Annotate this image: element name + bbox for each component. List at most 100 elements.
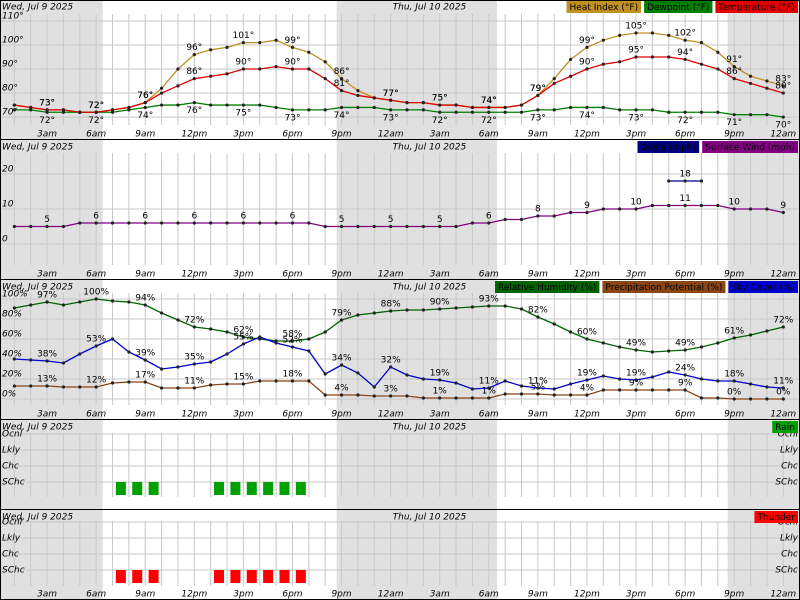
- data-label: 49%: [626, 339, 646, 349]
- data-point: [29, 358, 33, 362]
- y-tick-label: SChc: [2, 566, 25, 576]
- data-label: 74°: [481, 96, 497, 106]
- data-point: [209, 74, 213, 78]
- data-point: [29, 384, 33, 388]
- data-point: [209, 221, 213, 225]
- data-point: [552, 393, 556, 397]
- data-point: [470, 221, 475, 225]
- data-label: 60%: [577, 328, 597, 338]
- data-point: [29, 303, 33, 307]
- data-label: 99°: [285, 36, 301, 46]
- data-point: [176, 318, 180, 322]
- data-point: [634, 348, 638, 352]
- date-label: Wed, Jul 9 2025: [2, 513, 73, 523]
- data-point: [290, 67, 295, 71]
- data-point: [290, 45, 295, 49]
- data-point: [290, 379, 295, 383]
- data-label: 19%: [626, 369, 646, 379]
- data-point: [519, 392, 524, 396]
- data-label: 93%: [479, 295, 499, 305]
- data-label: 62%: [233, 326, 253, 336]
- data-point: [438, 307, 442, 311]
- data-point: [176, 221, 180, 225]
- series-line: [14, 101, 784, 118]
- data-point: [503, 217, 507, 222]
- data-point: [323, 60, 327, 64]
- data-point: [536, 315, 540, 319]
- data-point: [110, 337, 115, 341]
- x-tick-label: 9pm: [724, 590, 744, 600]
- data-point: [667, 55, 671, 59]
- data-point: [487, 396, 491, 400]
- data-label: 74°: [137, 111, 153, 121]
- data-point: [487, 221, 491, 225]
- data-label: 6: [290, 212, 296, 222]
- y-tick-label: Lkly: [2, 446, 21, 456]
- legend-box: [715, 1, 798, 13]
- data-label: 10: [728, 198, 740, 208]
- bar: [263, 570, 274, 583]
- data-label: 9%: [678, 379, 693, 389]
- data-label: 72°: [432, 116, 448, 126]
- data-label: 3%: [383, 385, 398, 395]
- data-label: 11%: [773, 377, 793, 387]
- data-point: [61, 385, 66, 389]
- data-point: [454, 396, 458, 400]
- data-point: [209, 48, 213, 52]
- data-point: [552, 322, 556, 326]
- data-point: [192, 53, 196, 57]
- data-point: [143, 303, 147, 307]
- data-label: 12%: [86, 376, 106, 386]
- data-label: 24%: [675, 364, 695, 374]
- x-tick-label: 6pm: [282, 270, 302, 280]
- data-label: 75°: [432, 94, 448, 104]
- y-tick-label: 100°: [2, 35, 24, 45]
- data-point: [110, 221, 115, 225]
- data-point: [650, 350, 655, 354]
- x-tick-label: 3pm: [233, 130, 253, 140]
- data-point: [503, 105, 507, 110]
- data-point: [389, 224, 393, 229]
- data-point: [748, 113, 753, 117]
- data-point: [372, 385, 376, 389]
- bar: [295, 482, 306, 495]
- data-point: [160, 386, 164, 390]
- data-point: [94, 385, 98, 389]
- x-tick-label: 12am: [378, 130, 404, 140]
- data-point: [781, 210, 785, 215]
- data-point: [307, 349, 311, 353]
- night-shade: [0, 420, 103, 509]
- legend-box: [644, 1, 713, 13]
- data-point: [716, 203, 720, 208]
- data-point: [748, 397, 753, 401]
- data-point: [470, 105, 475, 110]
- data-point: [601, 38, 605, 42]
- data-point: [356, 93, 360, 98]
- data-point: [192, 101, 196, 105]
- data-point: [209, 103, 213, 107]
- data-point: [781, 386, 785, 390]
- data-label: 61%: [724, 327, 744, 337]
- data-point: [192, 386, 196, 390]
- data-point: [421, 101, 425, 105]
- x-tick-label: 3pm: [626, 270, 646, 280]
- data-label: 70°: [775, 121, 791, 131]
- data-label: 76°: [137, 91, 153, 101]
- data-point: [601, 105, 605, 110]
- legend-label: Rain: [775, 423, 795, 433]
- x-tick-label: 12pm: [574, 130, 600, 140]
- data-label: 79°: [530, 84, 546, 94]
- data-point: [45, 359, 49, 363]
- data-label: 5: [44, 215, 50, 225]
- data-point: [209, 383, 213, 387]
- y-tick-label: 80%: [2, 310, 22, 320]
- data-label: 13%: [37, 375, 57, 385]
- data-point: [127, 108, 131, 112]
- data-point: [569, 393, 573, 397]
- x-tick-label: 9am: [528, 270, 548, 280]
- data-point: [569, 330, 573, 334]
- y-tick-label: Chc: [781, 550, 798, 560]
- data-point: [732, 397, 736, 401]
- data-label: 15%: [233, 373, 253, 383]
- data-point: [487, 110, 491, 114]
